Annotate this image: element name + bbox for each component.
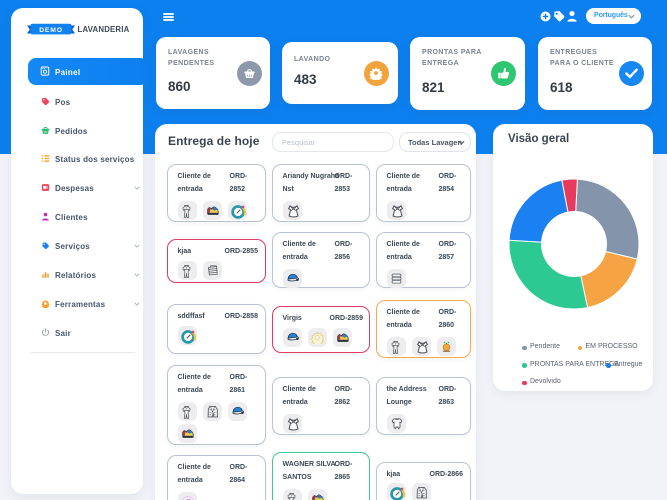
svg-text:DEMO: DEMO — [39, 27, 63, 34]
svg-text:LAVANDERIA: LAVANDERIA — [78, 25, 130, 34]
